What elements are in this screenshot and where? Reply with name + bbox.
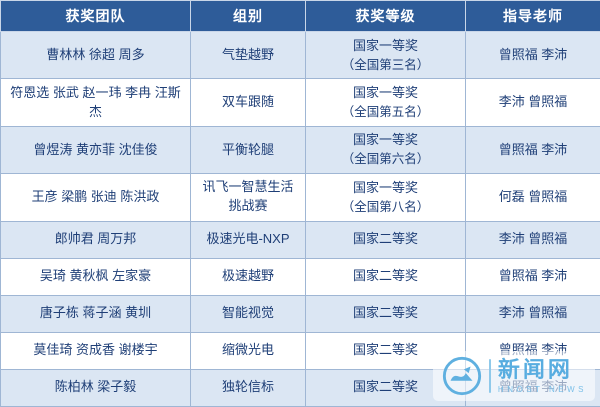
group-cell: 平衡轮腿 xyxy=(190,125,306,175)
award-level: 国家一等奖 xyxy=(352,132,418,148)
award-cell: 国家一等奖 （全国第三名） xyxy=(305,30,466,80)
award-cell: 国家二等奖 xyxy=(305,220,466,259)
teachers-cell: 李沛 曾照福 xyxy=(465,78,600,127)
group-cell: 气垫越野 xyxy=(190,30,306,80)
table-body: 曹林林 徐超 周多 气垫越野 国家一等奖 （全国第三名） 曾照福 李沛 符恩选 … xyxy=(0,30,600,407)
header-group: 组别 xyxy=(190,0,306,32)
team-cell: 郎帅君 周万邦 xyxy=(0,220,191,259)
team-cell: 唐子栋 蒋子涵 黄圳 xyxy=(0,294,191,333)
table-row: 曹林林 徐超 周多 气垫越野 国家一等奖 （全国第三名） 曾照福 李沛 xyxy=(0,30,600,80)
award-level: 国家一等奖 xyxy=(352,85,418,101)
award-level: 国家二等奖 xyxy=(352,342,418,358)
award-cell: 国家一等奖 （全国第八名） xyxy=(305,173,466,222)
teachers-cell: 曾照福 李沛 xyxy=(465,30,600,80)
teachers-cell: 曾照福 李沛 xyxy=(465,257,600,296)
teachers-cell: 曾照福 李沛 xyxy=(465,125,600,175)
award-level: 国家一等奖 xyxy=(352,179,418,195)
group-cell: 极速光电-NXP xyxy=(190,220,306,259)
table-row: 唐子栋 蒋子涵 黄圳 智能视觉 国家二等奖 李沛 曾照福 xyxy=(0,294,600,333)
team-cell: 陈柏林 梁子毅 xyxy=(0,368,191,407)
award-cell: 国家二等奖 xyxy=(305,368,466,407)
award-cell: 国家二等奖 xyxy=(305,257,466,296)
group-cell: 讯飞一智慧生活挑战赛 xyxy=(190,173,306,222)
teachers-cell: 曾照福 李沛 xyxy=(465,368,600,407)
teachers-cell: 李沛 曾照福 xyxy=(465,220,600,259)
table-row: 曾煜涛 黄亦菲 沈佳俊 平衡轮腿 国家一等奖 （全国第六名） 曾照福 李沛 xyxy=(0,125,600,175)
award-level: 国家二等奖 xyxy=(352,268,418,284)
group-cell: 智能视觉 xyxy=(190,294,306,333)
team-cell: 吴琦 黄秋枫 左家豪 xyxy=(0,257,191,296)
table-row: 吴琦 黄秋枫 左家豪 极速越野 国家二等奖 曾照福 李沛 xyxy=(0,257,600,296)
table-row: 符恩选 张武 赵一玮 李冉 汪斯杰 双车跟随 国家一等奖 （全国第五名） 李沛 … xyxy=(0,78,600,127)
award-cell: 国家一等奖 （全国第五名） xyxy=(305,78,466,127)
teachers-cell: 李沛 曾照福 xyxy=(465,294,600,333)
award-level: 国家二等奖 xyxy=(352,305,418,321)
team-cell: 曹林林 徐超 周多 xyxy=(0,30,191,80)
award-level: 国家二等奖 xyxy=(352,379,418,395)
award-cell: 国家二等奖 xyxy=(305,294,466,333)
table-row: 陈柏林 梁子毅 独轮信标 国家二等奖 曾照福 李沛 xyxy=(0,368,600,407)
table-row: 王彦 梁鹏 张迪 陈洪政 讯飞一智慧生活挑战赛 国家一等奖 （全国第八名） 何磊… xyxy=(0,173,600,222)
award-cell: 国家二等奖 xyxy=(305,331,466,370)
header-award: 获奖等级 xyxy=(305,0,466,32)
header-team: 获奖团队 xyxy=(0,0,191,32)
team-cell: 曾煜涛 黄亦菲 沈佳俊 xyxy=(0,125,191,175)
award-level: 国家二等奖 xyxy=(352,231,418,247)
team-cell: 王彦 梁鹏 张迪 陈洪政 xyxy=(0,173,191,222)
team-cell: 莫佳琦 资成香 谢楼宇 xyxy=(0,331,191,370)
group-cell: 极速越野 xyxy=(190,257,306,296)
table-row: 莫佳琦 资成香 谢楼宇 缩微光电 国家二等奖 曾照福 李沛 xyxy=(0,331,600,370)
award-cell: 国家一等奖 （全国第六名） xyxy=(305,125,466,175)
award-rank-note: （全国第八名） xyxy=(341,199,430,214)
award-rank-note: （全国第五名） xyxy=(341,104,430,119)
award-level: 国家一等奖 xyxy=(352,37,418,53)
header-row: 获奖团队 组别 获奖等级 指导老师 xyxy=(0,0,600,32)
header-teachers: 指导老师 xyxy=(465,0,600,32)
award-rank-note: （全国第六名） xyxy=(341,152,430,167)
table-row: 郎帅君 周万邦 极速光电-NXP 国家二等奖 李沛 曾照福 xyxy=(0,220,600,259)
group-cell: 缩微光电 xyxy=(190,331,306,370)
award-rank-note: （全国第三名） xyxy=(341,57,430,72)
group-cell: 独轮信标 xyxy=(190,368,306,407)
teachers-cell: 何磊 曾照福 xyxy=(465,173,600,222)
team-cell: 符恩选 张武 赵一玮 李冉 汪斯杰 xyxy=(0,78,191,127)
group-cell: 双车跟随 xyxy=(190,78,306,127)
table-header: 获奖团队 组别 获奖等级 指导老师 xyxy=(0,0,600,32)
teachers-cell: 曾照福 李沛 xyxy=(465,331,600,370)
